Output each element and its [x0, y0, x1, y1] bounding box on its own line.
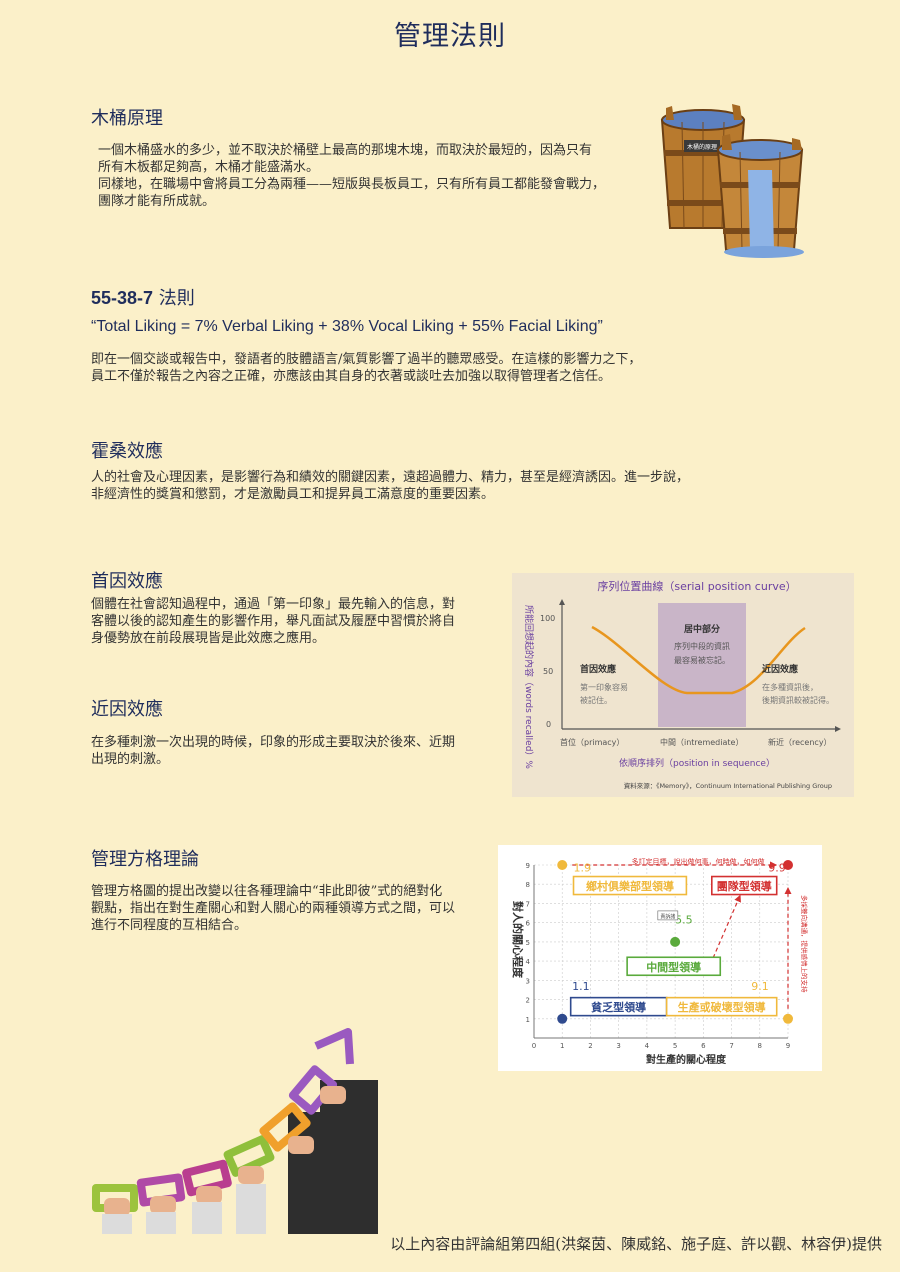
spc-middle-band [658, 603, 746, 727]
spc-ytick: 100 [540, 614, 555, 623]
grid-style-score: 5.5 [675, 914, 693, 927]
spc-source: 資料來源：《Memory》，Continuum International Pu… [624, 781, 832, 790]
grid-style-label: 中間型領導 [646, 960, 701, 974]
grid-right-note: 多採雙向溝通，提供感情上的支持 [800, 895, 809, 993]
rule-heading-number: 55-38-7 [91, 288, 154, 308]
spc-recency-text: 在多種資訊後， [762, 682, 818, 692]
spc-x-arrow [835, 726, 841, 732]
grid-ytick: 7 [526, 900, 530, 908]
rule-body: 即在一個交談或報告中，發語者的肢體語言/氣質影響了過半的聽眾感受。在這樣的影響力… [91, 352, 642, 384]
grid-style-score: 1.9 [574, 862, 592, 875]
grid-style-score: 1.1 [572, 980, 590, 993]
serial-position-curve: 序列位置曲線（serial position curve） 所能回想起的內容（w… [512, 573, 854, 797]
grid-xtick: 5 [673, 1042, 677, 1050]
grid-ytick: 3 [526, 977, 530, 985]
barrel-heading: 木桶原理 [91, 108, 163, 129]
grid-style-point [557, 1013, 568, 1024]
spc-recency-text: 後期資訊較被記得。 [762, 695, 834, 705]
recency-body: 在多種刺激一次出現的時候，印象的形成主要取決於後來、近期 出現的刺激。 [91, 735, 456, 767]
spc-y-arrow [559, 599, 565, 605]
grid-style-label: 團隊型領導 [717, 879, 772, 893]
spc-primacy-text: 第一印象容易 [580, 682, 628, 692]
grid-xtick: 6 [701, 1042, 706, 1050]
grid-style-point [557, 860, 568, 870]
spc-primacy-title: 首因效應 [580, 663, 616, 675]
grid-xtick: 1 [560, 1042, 564, 1050]
grid-style-box [572, 875, 688, 896]
grid-small-tag: 責訴諸 [660, 913, 675, 920]
barrel-image-label: 木桶的原理 [687, 143, 717, 151]
grid-style-label: 貧乏型領導 [591, 1000, 646, 1014]
grid-ytick: 8 [526, 881, 530, 889]
footer-credit: 以上內容由評論組第四組(洪粲茵、陳威銘、施子庭、許以觀、林容伊)提供 [390, 1235, 882, 1253]
spc-curve-line [591, 625, 806, 695]
spc-xlabel: 依順序排列（position in sequence） [619, 757, 775, 769]
grid-style-box [711, 875, 778, 896]
grid-xtick: 4 [645, 1042, 650, 1050]
managerial-grid-chart: 0 1 2 3 4 5 6 7 8 9 1 2 3 4 5 6 7 8 9 鄉村俱樂部型領導 1.9 團隊型領導 9.9 中… [498, 845, 822, 1071]
rule-formula: “Total Liking = 7% Verbal Liking + 38% V… [91, 318, 603, 335]
spc-ytick: 50 [543, 667, 553, 676]
spc-title: 序列位置曲線（serial position curve） [597, 579, 796, 593]
grid-style-point [783, 1013, 793, 1024]
primacy-body: 個體在社會認知過程中，通過「第一印象」最先輸入的信息，對 客體以後的認知產生的影… [91, 597, 456, 646]
grid-arrow-diagonal [712, 894, 741, 959]
grid-ytick: 1 [526, 1016, 530, 1024]
grid-xtick: 0 [532, 1042, 536, 1050]
grid-xtick: 8 [758, 1042, 762, 1050]
grid-style-label: 生產或破壞型領導 [678, 1000, 766, 1014]
hawthorne-heading: 霍桑效應 [91, 441, 163, 462]
grid-theory-body: 管理方格圖的提出改變以往各種理論中“非此即彼”式的絕對化 觀點，指出在對生產關心… [91, 884, 456, 933]
grid-ytick: 9 [526, 862, 530, 870]
grid-ytick: 6 [526, 920, 531, 928]
grid-xtick: 2 [588, 1042, 592, 1050]
spc-xtick: 中間（intremediate） [660, 737, 743, 747]
grid-style-box [665, 996, 778, 1017]
grid-xtick: 3 [616, 1042, 620, 1050]
grid-ytick: 4 [526, 958, 531, 966]
hawthorne-body: 人的社會及心理因素，是影響行為和績效的關鍵因素，遠超過體力、精力，甚至是經濟誘因… [91, 470, 690, 502]
primacy-heading: 首因效應 [91, 571, 163, 592]
grid-style-box [626, 956, 722, 977]
spc-middle-title: 居中部分 [684, 623, 720, 635]
rule-heading-text: 法則 [153, 288, 195, 309]
barrel-label-plate [684, 140, 720, 152]
grid-xlabel: 對生產的關心程度 [646, 1053, 727, 1066]
spc-primacy-text: 被記住。 [580, 695, 612, 705]
grid-style-score: 9.1 [751, 980, 769, 993]
rule-heading: 55-38-7 法則 [91, 284, 195, 310]
teamwork-hands-illustration [92, 1028, 378, 1234]
grid-style-point [783, 860, 793, 870]
grid-xtick: 7 [729, 1042, 733, 1050]
grid-style-point [670, 936, 681, 947]
recency-heading: 近因效應 [91, 699, 163, 720]
grid-ytick: 5 [526, 939, 530, 947]
spc-ylabel: 所能回想起的內容（words recalled）% [523, 605, 535, 769]
spc-ytick: 0 [546, 720, 551, 729]
grid-ylabel: 對人的關心程度 [511, 901, 525, 979]
spc-middle-text: 序列中段的資訊 [674, 641, 730, 651]
grid-theory-heading: 管理方格理論 [91, 849, 199, 870]
grid-style-label: 鄉村俱樂部型領導 [586, 879, 674, 893]
grid-top-note: 多訂定目標，說出做何事，何時做，如何做 [632, 857, 765, 866]
spc-middle-text: 最容易被忘記。 [674, 655, 730, 665]
spc-recency-title: 近因效應 [762, 663, 798, 675]
grid-style-score: 9.9 [768, 862, 786, 875]
barrel-body: 一個木桶盛水的多少，並不取決於桶壁上最高的那塊木塊，而取決於最短的，因為只有 所… [98, 143, 606, 209]
spc-xtick: 首位（primacy） [560, 737, 624, 747]
spc-xtick: 新近（recency） [768, 737, 832, 747]
grid-ytick: 2 [526, 997, 530, 1005]
grid-xtick: 9 [786, 1042, 790, 1050]
page-title: 管理法則 [394, 21, 506, 52]
grid-small-tag-box [657, 910, 679, 921]
barrel-illustration: 木桶的原理 [660, 104, 804, 258]
